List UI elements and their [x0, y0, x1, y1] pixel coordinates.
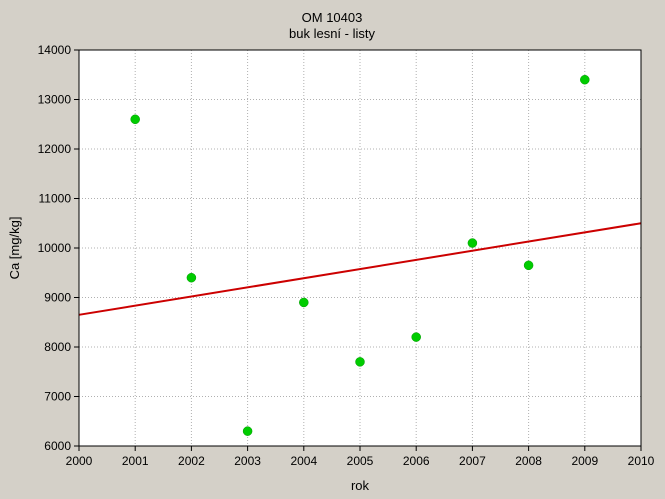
data-point [580, 74, 590, 85]
x-tick-label: 2009 [571, 454, 598, 468]
x-tick-label: 2010 [628, 454, 655, 468]
x-tick-label: 2000 [66, 454, 93, 468]
x-tick-label: 2001 [122, 454, 149, 468]
plot-frame [78, 49, 642, 447]
chart-title: OM 10403 [302, 10, 363, 25]
y-tick-label: 9000 [44, 291, 71, 305]
y-axis-title: Ca [mg/kg] [7, 217, 22, 280]
y-tick-label: 14000 [38, 43, 72, 57]
chart-subtitle: buk lesní - listy [289, 26, 375, 41]
x-tick-label: 2007 [459, 454, 486, 468]
y-tick-label: 6000 [44, 439, 71, 453]
x-tick-label: 2002 [178, 454, 205, 468]
x-tick-label: 2005 [347, 454, 374, 468]
trend-line [78, 222, 642, 316]
grid [79, 50, 641, 446]
tick-labels: 2000 2001 2002 2003 2004 2005 2006 2007 2008 2009… [38, 43, 655, 468]
y-tick-label: 12000 [38, 142, 72, 156]
y-tick-label: 10000 [38, 241, 72, 255]
x-tick-label: 2003 [234, 454, 261, 468]
data-point [242, 426, 253, 436]
data-point [411, 332, 421, 342]
x-tick-label: 2004 [290, 454, 317, 468]
data-point [299, 297, 309, 308]
y-tick-label: 7000 [44, 390, 71, 404]
y-tick-label: 8000 [44, 340, 71, 354]
data-point [467, 238, 478, 248]
x-tick-label: 2008 [515, 454, 542, 468]
x-axis-title: rok [351, 478, 370, 493]
y-tick-label: 13000 [38, 93, 72, 107]
y-tick-label: 11000 [39, 192, 72, 206]
data-points [130, 74, 590, 436]
data-point [355, 357, 365, 367]
data-point [130, 114, 140, 125]
x-tick-label: 2006 [403, 454, 430, 468]
data-point [523, 260, 534, 271]
data-point [186, 272, 197, 283]
